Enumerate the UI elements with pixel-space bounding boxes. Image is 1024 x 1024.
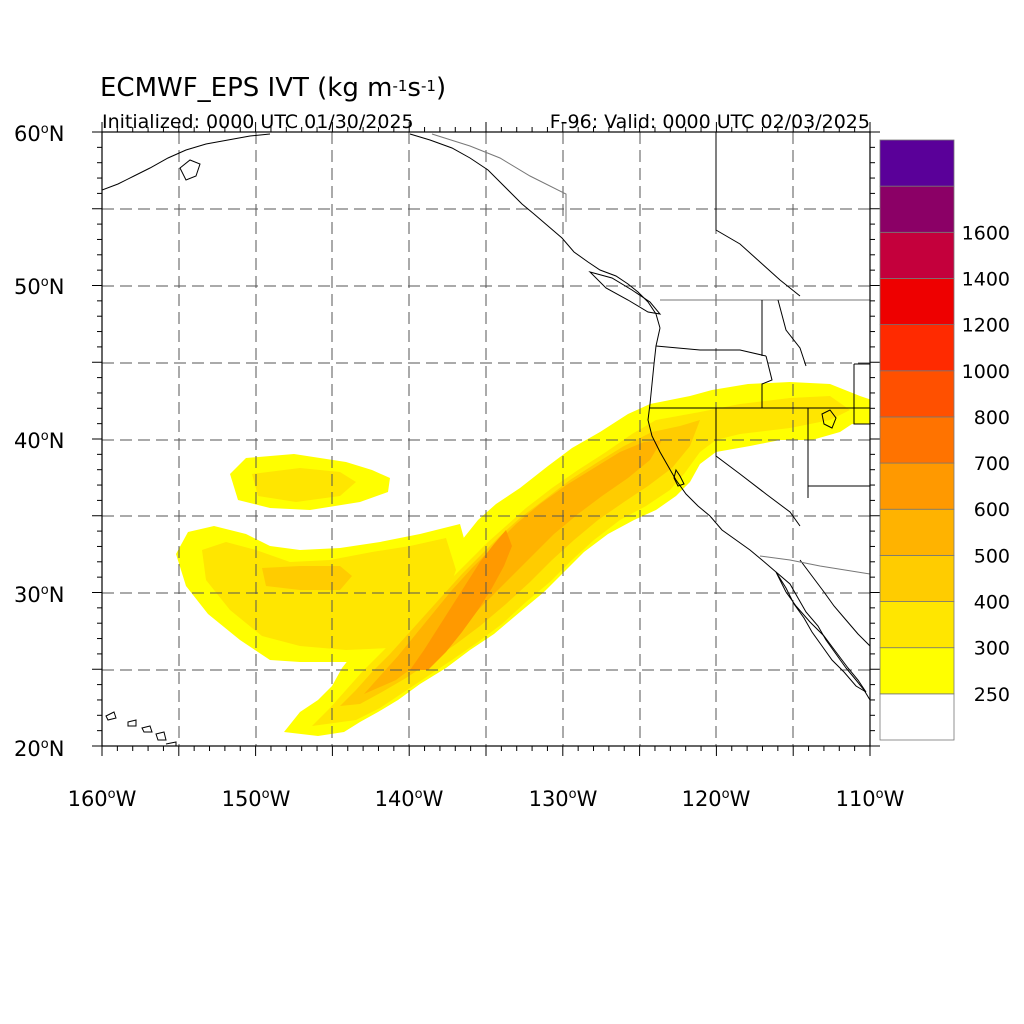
colorbar-label: 700 xyxy=(974,453,1010,475)
colorbar-label: 400 xyxy=(974,592,1010,614)
colorbar-box xyxy=(879,462,955,510)
wyoming-border xyxy=(853,363,870,425)
colorbar-box xyxy=(879,370,955,418)
initialized-time: Initialized: 0000 UTC 01/30/2025 xyxy=(102,111,414,133)
colorbar-label: 500 xyxy=(974,545,1010,567)
colorbar-label: 1600 xyxy=(962,222,1010,244)
state-borders xyxy=(650,132,870,575)
colorbar-box xyxy=(879,647,955,695)
colorbar-box xyxy=(879,601,955,649)
colorbar-label: 1200 xyxy=(962,315,1010,337)
ivt-filament-300 xyxy=(202,538,456,650)
sf-bay xyxy=(673,468,685,487)
colorbar-label: 1400 xyxy=(962,268,1010,290)
gulf-of-california-coast xyxy=(799,559,870,647)
ca-nv-border xyxy=(715,408,801,527)
colorbar-box xyxy=(879,416,955,464)
idaho-montana-border xyxy=(777,299,807,367)
colorbar-box xyxy=(879,185,955,233)
lat-label-60: 60oN xyxy=(14,122,64,146)
chart-title: ECMWF_EPS IVT (kg m-1s-1) xyxy=(100,73,447,103)
baja-california-coast xyxy=(775,571,867,693)
wa-or-border xyxy=(655,345,767,357)
colorbar-box xyxy=(879,231,955,279)
lon-label-150: 150oW xyxy=(222,787,291,811)
colorbar-label: 600 xyxy=(974,499,1010,521)
colorbar-label: 800 xyxy=(974,407,1010,429)
valid-time: F-96: Valid: 0000 UTC 02/03/2025 xyxy=(549,111,870,133)
colorbar-box xyxy=(879,324,955,372)
us-west-coast xyxy=(647,327,870,701)
colorbar-label: 300 xyxy=(974,638,1010,660)
lon-label-160: 160oW xyxy=(68,787,137,811)
us-mexico-border xyxy=(759,555,870,575)
ivt-patch-300 xyxy=(252,468,356,502)
lat-label-40: 40oN xyxy=(14,429,64,453)
gulf-of-alaska-coast xyxy=(409,133,661,329)
lat-labels: 60oN 50oN 40oN 30oN 20oN xyxy=(14,122,64,761)
colorbar-box xyxy=(879,508,955,556)
ivt-shading xyxy=(176,382,870,736)
alaska-peninsula-coast xyxy=(102,133,271,191)
lon-label-120: 120oW xyxy=(682,787,751,811)
colorbar-box xyxy=(879,139,955,187)
bc-alberta-border xyxy=(715,132,801,297)
lon-labels: 160oW 150oW 140oW 130oW 120oW 110oW xyxy=(68,787,905,811)
lat-label-50: 50oN xyxy=(14,275,64,299)
axis-ticks xyxy=(92,122,880,756)
colorbar-box xyxy=(879,278,955,326)
lon-label-140: 140oW xyxy=(375,787,444,811)
or-idaho-border xyxy=(761,355,773,408)
lon-label-130: 130oW xyxy=(529,787,598,811)
hawaii-islands xyxy=(105,711,177,746)
colorbar-box xyxy=(879,693,955,741)
colorbar-label: 1000 xyxy=(962,361,1010,383)
colorbar-label: 250 xyxy=(974,684,1010,706)
alaska-bc-border xyxy=(431,133,567,222)
coastlines xyxy=(102,133,870,746)
colorbar: 250 300 400 500 600 700 800 1000 1200 1400 1600 xyxy=(879,139,1010,741)
lat-label-20: 20oN xyxy=(14,737,64,761)
ivt-filament-400 xyxy=(262,566,352,590)
lat-label-30: 30oN xyxy=(14,583,64,607)
lon-label-110: 110oW xyxy=(836,787,905,811)
colorbar-box xyxy=(879,554,955,602)
vancouver-island-coast xyxy=(588,271,662,315)
gridlines xyxy=(102,132,870,746)
great-salt-lake xyxy=(821,409,837,429)
kodiak-coast xyxy=(179,159,201,181)
